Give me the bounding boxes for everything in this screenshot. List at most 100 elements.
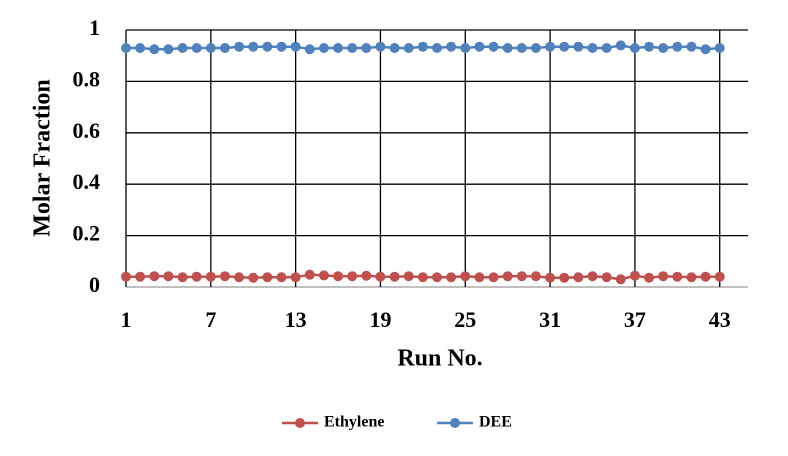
data-point	[205, 271, 216, 282]
data-point	[375, 271, 386, 282]
data-point	[389, 271, 400, 282]
data-point	[318, 270, 329, 281]
data-point	[672, 41, 683, 52]
data-point	[601, 272, 612, 283]
data-point	[559, 272, 570, 283]
data-point	[163, 44, 174, 55]
data-point	[417, 41, 428, 52]
x-tick-label: 31	[539, 307, 561, 332]
y-tick-label: 0.4	[73, 169, 101, 194]
data-point	[149, 271, 160, 282]
data-point	[262, 41, 273, 52]
data-point	[347, 271, 358, 282]
data-point	[686, 272, 697, 283]
data-point	[403, 42, 414, 53]
data-point	[290, 272, 301, 283]
data-point	[417, 272, 428, 283]
data-point	[361, 270, 372, 281]
data-point	[191, 42, 202, 53]
data-point	[545, 41, 556, 52]
x-tick-label: 19	[369, 307, 391, 332]
data-point	[333, 42, 344, 53]
data-point	[474, 272, 485, 283]
data-point	[304, 44, 315, 55]
data-point	[587, 271, 598, 282]
data-point	[219, 271, 230, 282]
data-point	[149, 44, 160, 55]
data-point	[460, 42, 471, 53]
data-point	[121, 271, 131, 282]
data-point	[177, 272, 188, 283]
data-point	[375, 41, 386, 52]
x-axis-title: Run No.	[397, 346, 482, 372]
legend-marker	[295, 418, 305, 428]
data-point	[389, 42, 400, 53]
legend-label: Ethylene	[324, 414, 384, 431]
data-point	[488, 272, 499, 283]
data-point	[446, 272, 457, 283]
data-point	[248, 41, 259, 52]
data-point	[700, 271, 711, 282]
data-point	[573, 272, 584, 283]
data-point	[601, 42, 612, 53]
data-point	[672, 271, 683, 282]
data-point	[248, 272, 259, 283]
data-point	[432, 42, 442, 53]
data-point	[545, 272, 556, 283]
data-point	[290, 41, 301, 52]
data-point	[347, 42, 358, 53]
data-point	[644, 272, 655, 283]
data-point	[559, 41, 570, 52]
data-point	[714, 271, 725, 282]
y-tick-label: 0.8	[73, 66, 101, 91]
data-point	[177, 42, 188, 53]
data-point	[219, 42, 230, 53]
data-point	[121, 42, 131, 53]
data-point	[276, 272, 287, 283]
data-point	[460, 271, 471, 282]
data-point	[502, 42, 513, 53]
data-point	[318, 42, 329, 53]
legend-label: DEE	[479, 414, 512, 431]
data-point	[644, 41, 655, 52]
legend-marker	[450, 418, 460, 428]
data-point	[714, 42, 725, 53]
data-point	[432, 272, 442, 283]
data-point	[587, 42, 598, 53]
data-point	[516, 42, 527, 53]
x-tick-label: 13	[285, 307, 307, 332]
y-tick-label: 1	[89, 15, 100, 40]
data-point	[686, 41, 697, 52]
data-point	[135, 42, 146, 53]
data-point	[615, 40, 626, 51]
data-point	[516, 271, 527, 282]
data-point	[361, 42, 372, 53]
y-tick-label: 0.6	[73, 118, 101, 143]
data-point	[304, 269, 315, 280]
data-point	[205, 42, 216, 53]
data-point	[629, 270, 640, 281]
data-point	[403, 271, 414, 282]
data-point	[262, 272, 273, 283]
data-point	[234, 41, 245, 52]
data-point	[474, 41, 485, 52]
data-point	[135, 271, 146, 282]
data-point	[658, 271, 669, 282]
x-tick-label: 25	[454, 307, 476, 332]
x-tick-label: 1	[121, 307, 132, 332]
data-point	[502, 271, 513, 282]
data-point	[629, 42, 640, 53]
y-tick-label: 0.2	[73, 221, 101, 246]
data-point	[276, 41, 287, 52]
y-tick-label: 0	[89, 272, 100, 297]
data-point	[615, 274, 626, 285]
x-tick-label: 43	[709, 307, 731, 332]
data-point	[700, 44, 711, 55]
x-tick-label: 37	[624, 307, 646, 332]
data-point	[530, 42, 541, 53]
data-point	[658, 42, 669, 53]
data-point	[191, 271, 202, 282]
data-point	[446, 41, 457, 52]
x-tick-label: 7	[205, 307, 216, 332]
